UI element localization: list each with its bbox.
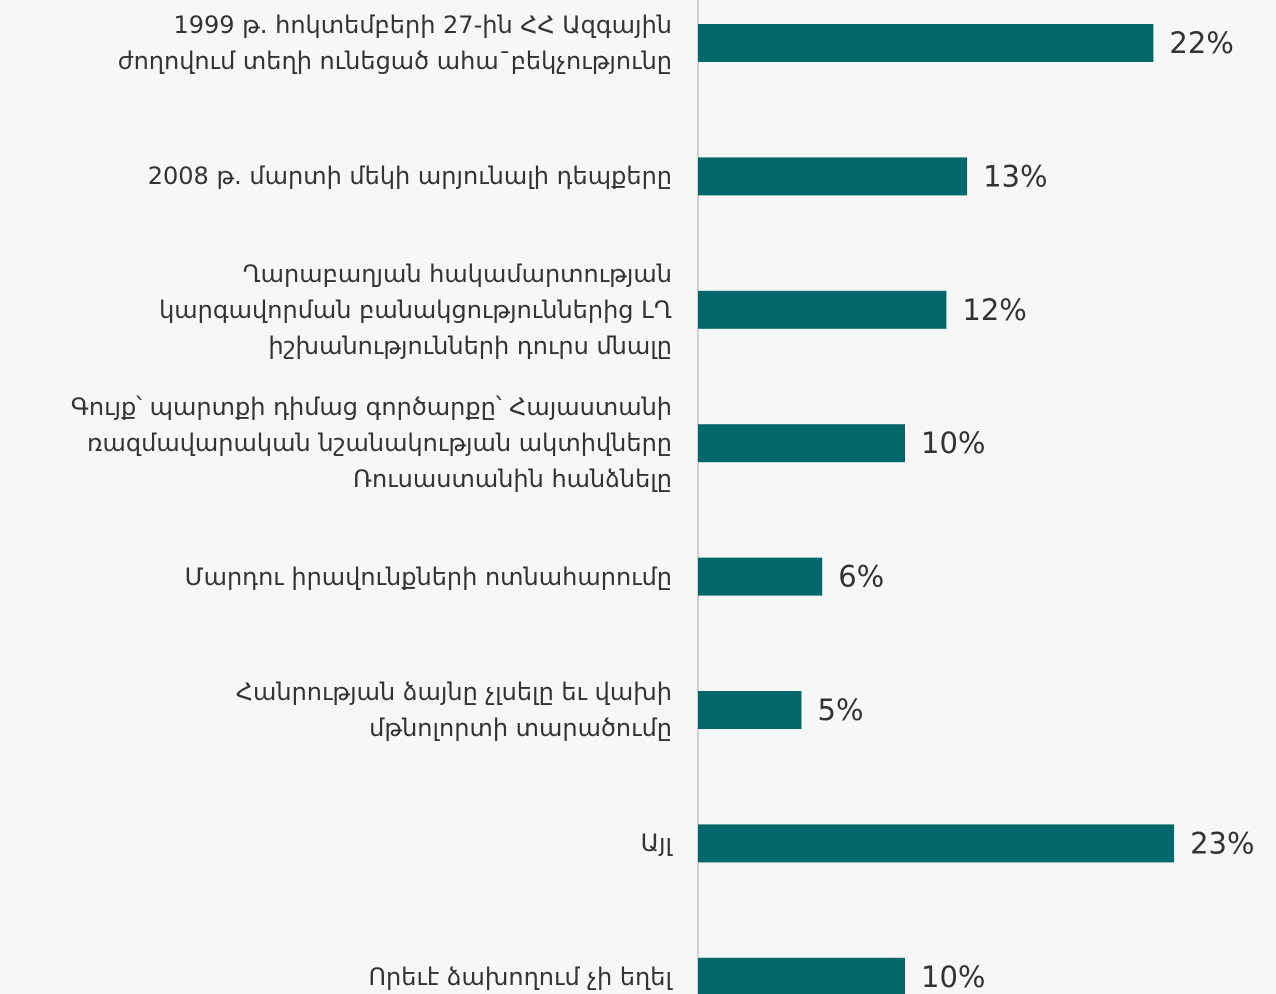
- bar: [698, 691, 802, 729]
- bar: [698, 557, 823, 596]
- bar: [698, 157, 968, 196]
- category-label: Գույք՝ պարտքի դիմաց գործարքը՝ Հայաստանի …: [70, 393, 672, 494]
- value-label: 5%: [818, 693, 864, 727]
- bar: [698, 957, 905, 994]
- category-label: Ղարաբաղյան հակամարտության կարգավորման բա…: [159, 259, 672, 360]
- value-label: 10%: [921, 426, 985, 460]
- category-label: Հանրության ձայնը չլսելը եւ վախի մթնոլորտ…: [235, 678, 672, 742]
- category-label: Այլ: [640, 829, 672, 858]
- value-label: 12%: [962, 293, 1026, 327]
- bar: [698, 824, 1175, 863]
- bar: [698, 290, 947, 329]
- value-label: 13%: [983, 159, 1047, 193]
- value-label: 22%: [1169, 26, 1233, 60]
- bar: [698, 424, 905, 463]
- value-label: 10%: [921, 960, 985, 994]
- bar: [698, 24, 1154, 62]
- value-label: 6%: [838, 560, 884, 594]
- category-label: 2008 թ. մարտի մեկի արյունալի դեպքերը: [147, 162, 672, 191]
- category-label: Որեւէ ձախողում չի եղել: [368, 962, 672, 991]
- category-label: 1999 թ. հոկտեմբերի 27-ին ՀՀ Ազգային ժողո…: [117, 11, 672, 75]
- value-label: 23%: [1190, 826, 1254, 860]
- category-label: Մարդու իրավունքների ոտնահարումը: [184, 562, 672, 591]
